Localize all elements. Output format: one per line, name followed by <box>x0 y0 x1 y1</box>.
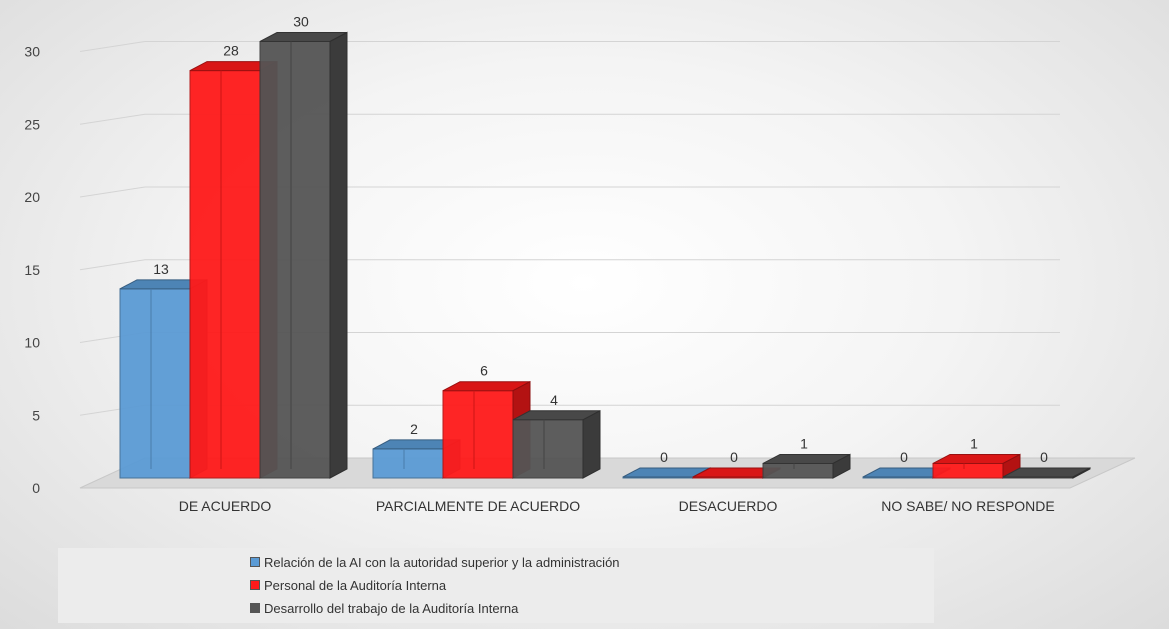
bar-s3-c4-side <box>1072 467 1091 479</box>
legend-item-series-3: Desarrollo del trabajo de la Auditoría I… <box>250 598 518 618</box>
y-tick-label-30: 30 <box>24 44 40 60</box>
legend-swatch-series-3 <box>250 603 260 613</box>
legend-label-series-2: Personal de la Auditoría Interna <box>264 577 447 593</box>
legend-label-series-3: Desarrollo del trabajo de la Auditoría I… <box>264 600 519 616</box>
x-tick-label-2: PARCIALMENTE DE ACUERDO <box>376 498 580 514</box>
y-tick-label-20: 20 <box>24 189 40 205</box>
legend-label-series-1: Relación de la AI con la autoridad super… <box>264 554 620 570</box>
bar-s3-c2-side <box>582 409 601 479</box>
chart-legend: Relación de la AI con la autoridad super… <box>58 548 934 623</box>
y-tick-label-25: 25 <box>24 116 40 132</box>
x-tick-label-3: DESACUERDO <box>679 498 778 514</box>
legend-swatch-series-1 <box>250 557 260 567</box>
bar-s3-c1-side <box>329 31 348 479</box>
bar-s1-c1 <box>119 288 191 479</box>
data-label-s3-c4: 0 <box>1040 449 1048 465</box>
data-label-s2-c3: 0 <box>730 449 738 465</box>
bar-s1-c2 <box>372 448 444 479</box>
gridline-diag-25 <box>79 113 146 125</box>
y-tick-label-5: 5 <box>32 407 40 423</box>
legend-swatch-series-2 <box>250 580 260 590</box>
bar-s3-c3 <box>762 462 834 479</box>
data-label-s2-c1: 28 <box>223 43 239 59</box>
gridline-diag-30 <box>79 41 146 52</box>
data-label-s3-c1: 30 <box>293 14 309 30</box>
y-tick-label-15: 15 <box>24 262 40 278</box>
data-label-s1-c1: 13 <box>153 261 169 277</box>
data-label-s2-c2: 6 <box>480 363 488 379</box>
data-label-s1-c2: 2 <box>410 421 418 437</box>
data-label-s3-c2: 4 <box>550 392 558 408</box>
bar-s2-c2 <box>442 390 514 479</box>
y-tick-label-10: 10 <box>24 335 40 351</box>
x-tick-label-1: DE ACUERDO <box>179 498 272 514</box>
bar-s3-c3-side <box>832 453 851 479</box>
data-label-s2-c4: 1 <box>970 435 978 451</box>
x-tick-label-4: NO SABE/ NO RESPONDE <box>881 498 1054 514</box>
gridline-diag-15 <box>79 259 146 271</box>
legend-item-series-1: Relación de la AI con la autoridad super… <box>250 552 620 572</box>
bar-s3-c1 <box>259 41 331 479</box>
bar-s2-c4 <box>932 462 1004 479</box>
gridline-diag-20 <box>79 186 146 198</box>
y-tick-label-0: 0 <box>32 480 40 496</box>
data-label-s1-c3: 0 <box>660 449 668 465</box>
bar-s2-c1 <box>189 70 261 479</box>
legend-item-series-2: Personal de la Auditoría Interna <box>250 575 446 595</box>
data-label-s1-c4: 0 <box>900 449 908 465</box>
bar-s3-c2 <box>512 419 584 479</box>
data-label-s3-c3: 1 <box>800 435 808 451</box>
